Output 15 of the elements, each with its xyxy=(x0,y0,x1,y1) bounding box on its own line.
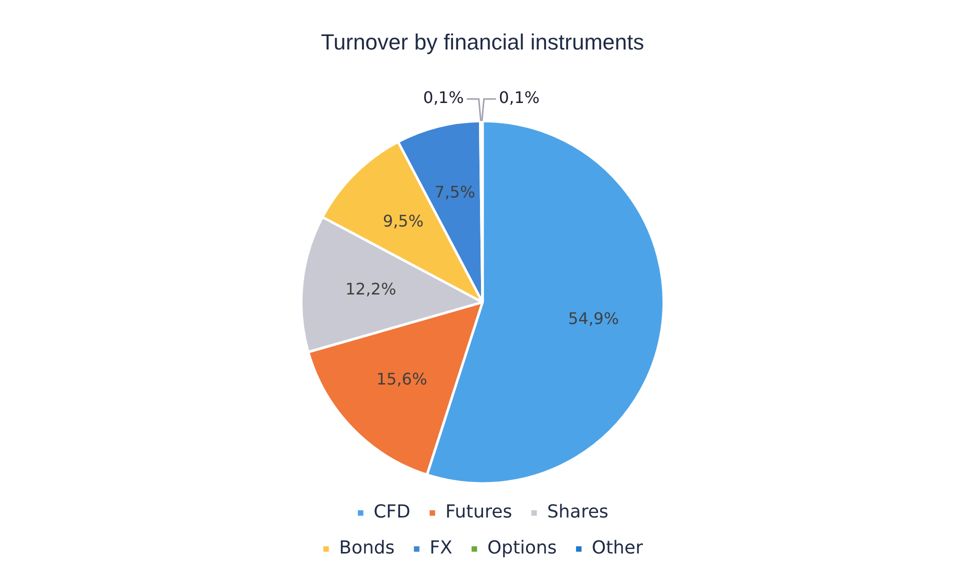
data-label: 0,1% xyxy=(498,88,540,108)
data-label: 15,6% xyxy=(376,369,428,388)
legend-label: Futures xyxy=(445,502,512,523)
legend-label: FX xyxy=(430,538,452,559)
legend-label: Shares xyxy=(547,502,608,523)
data-label: 12,2% xyxy=(345,280,396,299)
chart-title: Turnover by financial instruments xyxy=(320,29,644,54)
legend-label: Bonds xyxy=(339,538,395,559)
data-label: 7,5% xyxy=(434,182,476,202)
data-label: 54,9% xyxy=(568,308,619,328)
data-label: 9,5% xyxy=(382,212,424,231)
legend-label: CFD xyxy=(374,502,410,523)
data-label: 0,1% xyxy=(423,88,464,108)
legend-label: Other xyxy=(592,538,644,559)
legend-label: Options xyxy=(487,538,557,559)
